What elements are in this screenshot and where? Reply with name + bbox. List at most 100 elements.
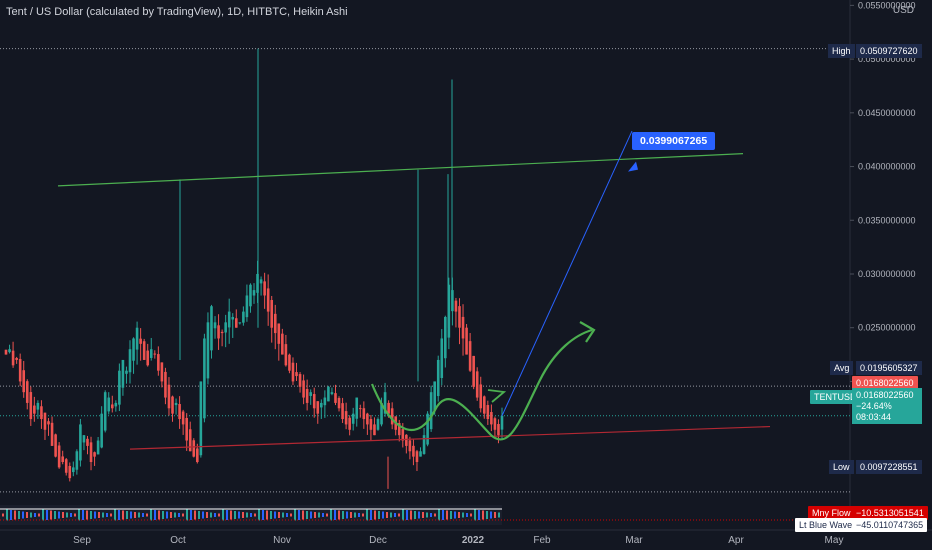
candle-body xyxy=(15,357,18,360)
indicator-bar xyxy=(270,511,272,519)
candle-body xyxy=(291,362,295,382)
candle-body xyxy=(337,398,341,409)
indicator-bar xyxy=(30,512,32,518)
candle-body xyxy=(376,419,380,430)
candle-body xyxy=(266,288,270,312)
candle-body xyxy=(43,412,47,430)
candle-body xyxy=(454,300,458,312)
candle-body xyxy=(263,281,266,296)
candle-body xyxy=(11,350,15,366)
indicator-bar xyxy=(434,513,436,517)
candle-body xyxy=(125,370,128,374)
y-tick-label: 0.0450000000 xyxy=(858,108,916,118)
candle-body xyxy=(114,402,118,407)
candle-body xyxy=(224,322,227,333)
candle-body xyxy=(405,434,408,446)
candle-body xyxy=(259,279,263,284)
candle-body xyxy=(387,402,390,414)
indicator-bar xyxy=(106,513,108,517)
candle-body xyxy=(217,325,220,339)
candle-body xyxy=(412,445,415,457)
candle-body xyxy=(422,435,426,454)
symbol-change: −24.64% xyxy=(856,401,892,411)
candle-body xyxy=(419,451,422,457)
candle-body xyxy=(316,401,320,414)
indicator-bar xyxy=(178,513,180,517)
candle-body xyxy=(142,341,146,360)
indicator-bar xyxy=(422,512,424,518)
indicator-bar xyxy=(46,510,48,520)
candle-body xyxy=(486,405,490,420)
indicator-bar xyxy=(6,509,8,521)
candle-body xyxy=(185,417,188,441)
candle-body xyxy=(196,448,199,463)
candle-body xyxy=(118,370,121,405)
indicator-bar xyxy=(158,510,160,520)
target-price-callout[interactable]: 0.0399067265 xyxy=(632,132,716,150)
y-tick-label: 0.0350000000 xyxy=(858,215,916,225)
candle-body xyxy=(29,392,33,420)
indicator-bar xyxy=(374,510,376,520)
indicator-bar xyxy=(130,511,132,519)
candle-body xyxy=(22,370,26,393)
indicator-bar xyxy=(442,510,444,520)
x-tick-label: Mar xyxy=(625,535,643,546)
indicator-bar xyxy=(290,513,292,517)
indicator-bar xyxy=(306,511,308,519)
indicator-bar xyxy=(58,511,60,519)
candle-body xyxy=(8,349,11,353)
indicator-bar xyxy=(66,512,68,518)
candle-body xyxy=(121,359,125,388)
indicator-bar xyxy=(102,512,104,518)
candle-body xyxy=(54,434,57,457)
candle-body xyxy=(160,362,164,382)
indicator-bar xyxy=(206,512,208,518)
indicator-bar xyxy=(358,513,360,517)
indicator-bar xyxy=(390,512,392,518)
x-tick-label: Nov xyxy=(273,535,291,546)
candle-body xyxy=(447,284,451,338)
indicator-bar xyxy=(94,511,96,519)
candle-body xyxy=(40,406,43,420)
indicator-bar xyxy=(70,513,72,517)
indicator-bar xyxy=(266,510,268,520)
chart-title: Tent / US Dollar (calculated by TradingV… xyxy=(6,6,348,18)
indicator-bar xyxy=(346,511,348,519)
x-tick-label: Oct xyxy=(170,535,186,546)
indicator-bar xyxy=(362,513,364,517)
candle-body xyxy=(220,331,224,334)
indicator-bar xyxy=(402,509,404,521)
indicator-bar xyxy=(14,510,16,520)
candle-body xyxy=(146,350,150,366)
candle-body xyxy=(149,349,153,358)
candle-body xyxy=(210,306,213,351)
symbol-price: 0.0168022560 xyxy=(856,390,914,400)
indicator-bar xyxy=(438,509,440,521)
indicator-bar xyxy=(222,509,224,521)
indicator-bar xyxy=(34,513,36,517)
indicator-bar xyxy=(342,511,344,519)
candle-body xyxy=(390,408,394,425)
candle-body xyxy=(64,459,68,473)
indicator-bar xyxy=(162,511,164,519)
indicator-bar xyxy=(382,511,384,519)
low-value: 0.0097228551 xyxy=(856,460,922,474)
indicator-bar xyxy=(282,512,284,518)
indicator-bar xyxy=(398,513,400,517)
indicator-bar xyxy=(42,509,44,521)
indicator-bar xyxy=(278,512,280,518)
green-curve-arrowhead xyxy=(579,321,596,343)
candle-body xyxy=(57,445,61,468)
indicator-bar xyxy=(174,512,176,518)
currency-label[interactable]: USD xyxy=(892,5,914,16)
candle-body xyxy=(75,451,79,470)
candle-body xyxy=(79,424,82,461)
x-tick-label: May xyxy=(825,535,844,546)
symbol-tag[interactable]: TENTUSD xyxy=(810,390,861,404)
indicator-bar xyxy=(74,513,76,517)
indicator-bar xyxy=(454,511,456,519)
low-label: Low xyxy=(829,460,854,474)
candle-body xyxy=(199,381,203,456)
y-tick-label: 0.0250000000 xyxy=(858,323,916,333)
